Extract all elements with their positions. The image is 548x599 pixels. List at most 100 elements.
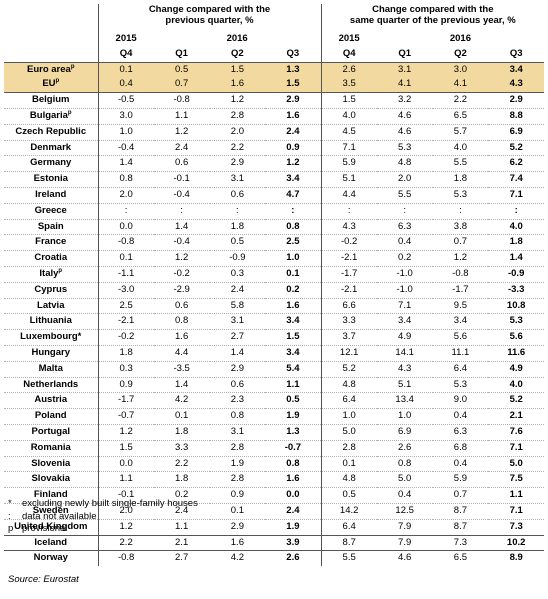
value-cell: -3.0 <box>98 282 154 299</box>
value-cell: 0.5 <box>209 234 266 252</box>
value-cell: : <box>321 203 377 220</box>
table-row: Cyprus -3.0 -2.9 2.4 0.2 -2.1 -1.0 -1.7 -3.3 <box>4 282 545 299</box>
country-cell: United Kingdom <box>4 519 99 535</box>
value-cell: 0.8 <box>153 313 210 331</box>
footnote-text: excluding newly built single-family hous… <box>22 498 198 509</box>
value-cell: 0.1 <box>209 503 266 520</box>
value-cell: -2.1 <box>321 282 377 299</box>
value-cell: 5.1 <box>321 171 377 188</box>
value-cell: 0.7 <box>153 77 210 94</box>
value-cell: 4.1 <box>432 77 489 94</box>
country-name: Croatia <box>34 252 68 264</box>
table-row: Germany 1.4 0.6 2.9 1.2 5.9 4.8 5.5 6.2 <box>4 155 545 173</box>
table-row: Austria -1.7 4.2 2.3 0.5 6.4 13.4 9.0 5.2 <box>4 392 545 410</box>
value-cell: -2.1 <box>321 250 377 267</box>
quarter-header: Q3 <box>488 46 545 63</box>
country-name: Malta <box>38 362 63 374</box>
country-name: Lithuania <box>29 315 72 327</box>
value-cell: 0.7 <box>432 487 489 504</box>
country-name: EU <box>42 78 56 90</box>
value-cell: 0.5 <box>265 392 322 410</box>
provisional-flag: p <box>55 78 60 85</box>
value-cell: 2.6 <box>321 62 377 78</box>
value-cell: -1.7 <box>321 266 377 283</box>
value-cell: -0.7 <box>265 440 322 457</box>
country-cell: Norway <box>4 550 99 567</box>
country-cell: Malta <box>4 361 99 378</box>
value-cell: 1.0 <box>265 250 322 267</box>
value-cell: 2.9 <box>209 361 266 378</box>
value-cell: 4.0 <box>321 108 377 125</box>
value-cell: 7.1 <box>488 503 545 520</box>
value-cell: 1.9 <box>265 519 322 535</box>
table-row: Norway -0.8 2.7 4.2 2.6 5.5 4.6 6.5 8.9 <box>4 550 544 567</box>
value-cell: 6.5 <box>432 108 489 125</box>
country-name: Luxembourg* <box>20 331 82 343</box>
value-cell: 1.5 <box>265 77 322 94</box>
value-cell: 1.8 <box>488 234 545 252</box>
value-cell: 1.6 <box>153 329 210 346</box>
value-cell: 3.4 <box>376 313 433 331</box>
value-cell: 1.5 <box>209 62 266 78</box>
value-cell: 2.4 <box>153 140 210 157</box>
value-cell: 5.9 <box>321 155 377 173</box>
value-cell: 7.9 <box>398 520 412 532</box>
value-cell: 4.3 <box>321 219 377 236</box>
value-cell: 1.5 <box>321 92 377 109</box>
table-row: Greece:::::::: <box>4 203 545 220</box>
value-cell: 1.1 <box>265 377 322 394</box>
value-cell: 4.9 <box>376 329 433 346</box>
value-cell: 2.9 <box>265 92 322 109</box>
value-cell: 6.9 <box>376 424 433 441</box>
value-cell: 1.8 <box>98 345 154 362</box>
value-cell: 7.1 <box>321 140 377 157</box>
country-cell: Poland <box>4 408 99 425</box>
value-cell: 0.0 <box>98 219 154 236</box>
value-cell: 1.1 <box>175 520 189 532</box>
value-cell: 6.4 <box>342 520 356 532</box>
value-cell: 5.0 <box>488 456 545 473</box>
country-name: Romania <box>30 441 71 453</box>
value-cell: 4.7 <box>265 187 322 204</box>
country-cell: Germany <box>4 155 99 173</box>
value-cell: 1.4 <box>153 377 210 394</box>
value-cell: 2.2 <box>209 140 266 157</box>
quarter-header: Q1 <box>376 46 433 63</box>
value-cell: 0.1 <box>98 250 154 267</box>
value-cell: 2.9 <box>488 92 545 109</box>
value-cell: 13.4 <box>376 392 433 410</box>
value-cell: 3.8 <box>432 219 489 236</box>
country-cell: Austria <box>4 392 99 410</box>
value-cell: -0.4 <box>153 187 210 204</box>
value-cell: 0.1 <box>98 62 154 78</box>
value-cell: 7.6 <box>488 424 545 441</box>
value-cell: 1.9 <box>265 408 322 425</box>
value-cell: 6.3 <box>432 424 489 441</box>
value-cell: 2.7 <box>175 552 189 564</box>
country-cell: Ireland <box>4 187 99 204</box>
table-row: France -0.8 -0.4 0.5 2.5 -0.2 0.4 0.7 1.8 <box>4 234 545 252</box>
table-row: Bulgariap 3.0 1.1 2.8 1.6 4.0 4.6 6.5 8.8 <box>4 108 545 125</box>
value-cell: -0.8 <box>98 234 154 252</box>
value-cell: -2.1 <box>98 313 154 331</box>
value-cell: 7.4 <box>488 171 545 188</box>
value-cell: 2.1 <box>153 534 210 552</box>
value-cell: -1.1 <box>98 266 154 283</box>
value-cell: : <box>488 203 545 220</box>
value-cell: 1.2 <box>98 424 154 441</box>
table-row: Euro areap 0.1 0.5 1.5 1.3 2.6 3.1 3.0 3.4 <box>4 62 545 78</box>
value-cell: 3.9 <box>265 534 322 552</box>
provisional-flag: p <box>67 109 72 116</box>
table-row: Denmark -0.4 2.4 2.2 0.9 7.1 5.3 4.0 5.2 <box>4 140 545 157</box>
value-cell: 0.2 <box>153 487 210 504</box>
value-cell: 2.4 <box>153 503 210 520</box>
value-cell: 5.3 <box>376 140 433 157</box>
footnote-symbol: p <box>8 523 14 535</box>
country-cell: Latvia <box>4 298 99 315</box>
value-cell: -1.0 <box>376 266 433 283</box>
value-cell: 0.6 <box>153 155 210 173</box>
country-name: Slovakia <box>31 473 71 485</box>
value-cell: 1.8 <box>209 219 266 236</box>
table-row: Slovenia 0.0 2.2 1.9 0.8 0.1 0.8 0.4 5.0 <box>4 456 545 473</box>
value-cell: 12.5 <box>376 503 433 520</box>
